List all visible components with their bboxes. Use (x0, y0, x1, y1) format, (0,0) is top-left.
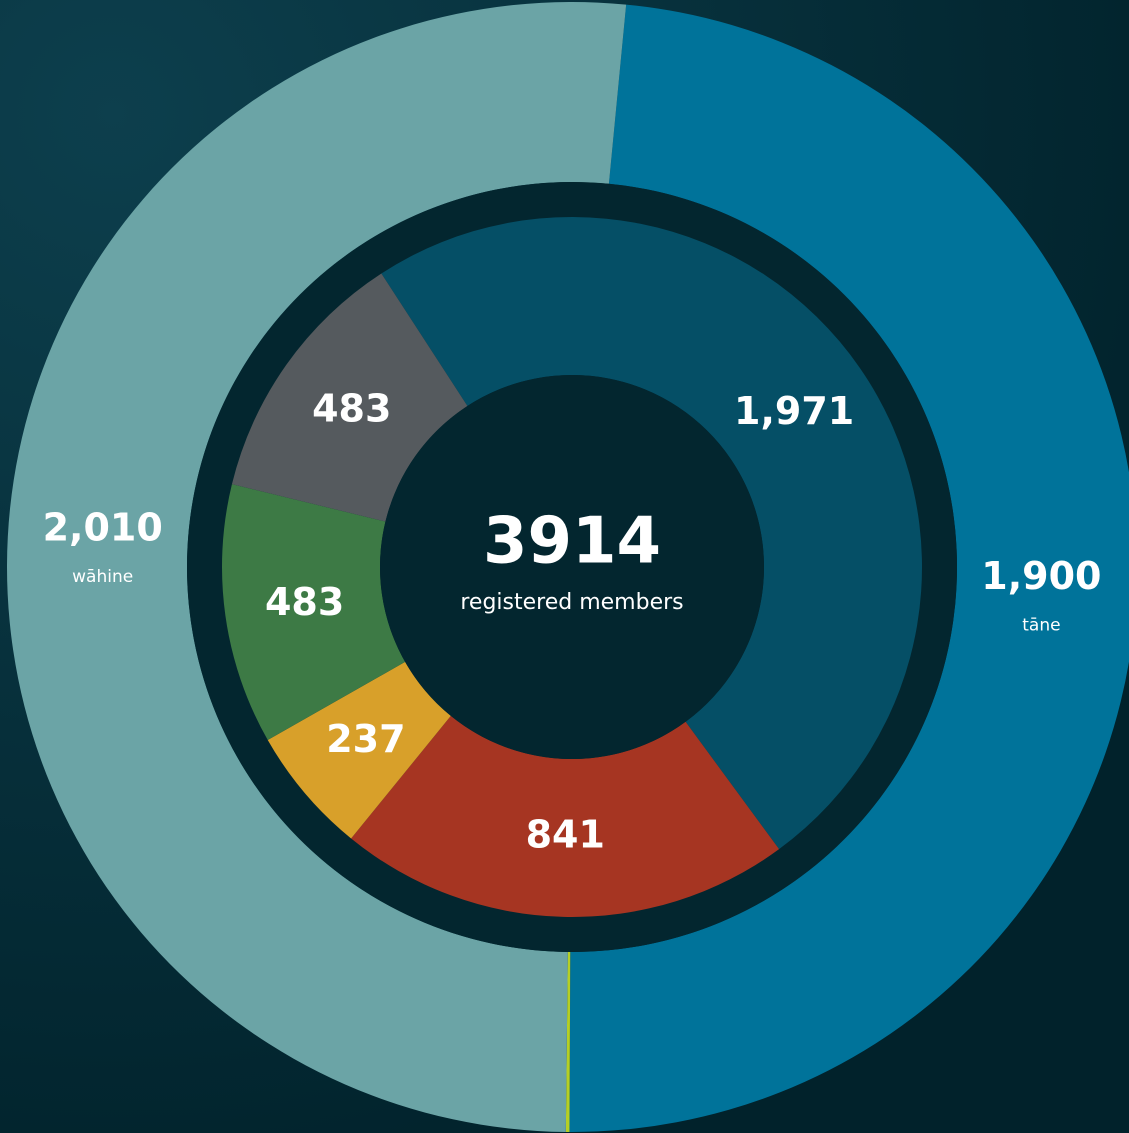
total-value: 3914 (483, 505, 661, 579)
category-label: wāhine (72, 567, 133, 587)
value-label: 483 (312, 386, 391, 430)
value-label: 841 (526, 812, 605, 856)
value-label: 1,900 (981, 554, 1101, 598)
value-label: 1,971 (734, 389, 854, 433)
value-label: 2,010 (43, 505, 163, 549)
category-label: tāne (1022, 616, 1060, 636)
value-label: 237 (326, 717, 405, 761)
value-label: 483 (265, 580, 344, 624)
chart: 3914 registered members 1,900 tāne 2,010 wā… (0, 0, 1129, 1133)
total-label: registered members (460, 590, 683, 615)
